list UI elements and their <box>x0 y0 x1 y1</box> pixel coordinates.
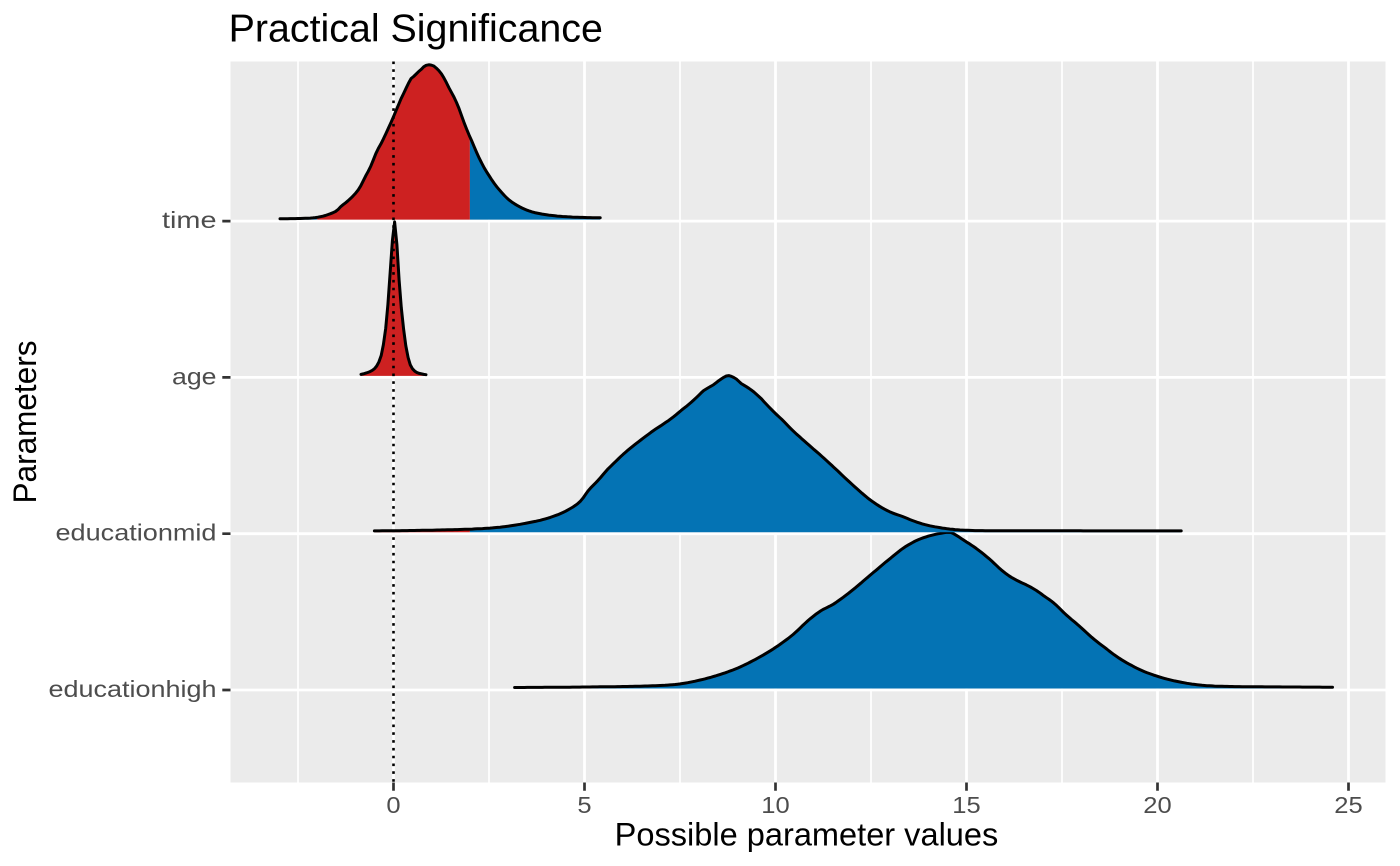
svg-text:0: 0 <box>386 792 400 818</box>
svg-text:Parameters: Parameters <box>7 341 43 504</box>
svg-text:age: age <box>172 363 217 389</box>
svg-text:educationhigh: educationhigh <box>49 676 217 702</box>
svg-text:15: 15 <box>952 792 980 818</box>
svg-text:Possible parameter values: Possible parameter values <box>615 817 999 853</box>
svg-text:Practical Significance: Practical Significance <box>229 7 603 50</box>
svg-text:20: 20 <box>1143 792 1171 818</box>
svg-text:educationmid: educationmid <box>56 520 217 546</box>
svg-text:25: 25 <box>1334 792 1362 818</box>
svg-text:10: 10 <box>761 792 789 818</box>
svg-text:5: 5 <box>577 792 591 818</box>
svg-text:time: time <box>162 207 217 233</box>
